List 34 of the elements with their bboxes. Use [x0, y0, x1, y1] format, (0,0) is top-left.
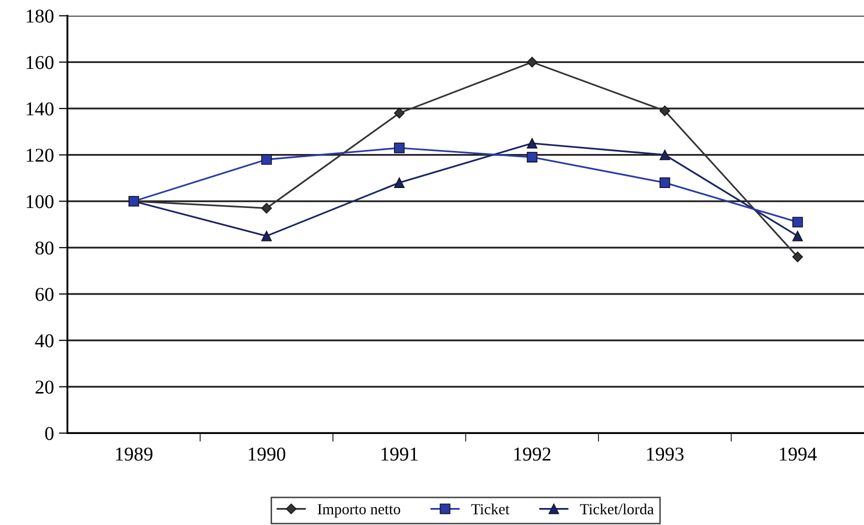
x-tick-label: 1989 [116, 448, 152, 461]
y-tick-label: 80 [35, 241, 54, 255]
y-tick-label: 40 [35, 334, 54, 348]
point [394, 142, 405, 154]
y-tick-label: 160 [26, 56, 54, 70]
point [792, 252, 803, 262]
x-tick-label: 1994 [780, 448, 817, 461]
y-tick-label: 0 [45, 426, 54, 440]
point [261, 154, 272, 165]
point [526, 138, 538, 149]
point [792, 230, 803, 242]
y-tick-label: 120 [26, 148, 54, 162]
x-tick-label: 1990 [248, 448, 286, 461]
legend-label: Importo netto [318, 504, 400, 518]
point [660, 105, 670, 116]
point [261, 230, 272, 242]
x-tick-label: 1991 [382, 448, 418, 461]
y-tick-label: 140 [26, 102, 54, 116]
point [526, 152, 538, 162]
point [261, 202, 272, 214]
y-tick-label: 60 [36, 288, 54, 301]
x-tick-label: 1992 [514, 448, 550, 461]
y-tick-label: 100 [26, 195, 54, 208]
y-tick-label: 180 [26, 10, 54, 23]
point [526, 56, 538, 68]
y-tick-label: 20 [36, 380, 54, 394]
point [394, 108, 405, 118]
legend-label: Ticket/lorda [580, 504, 654, 514]
x-tick-label: 1993 [647, 448, 684, 461]
point [660, 150, 670, 160]
point [394, 177, 405, 188]
point [792, 216, 803, 228]
point [660, 177, 670, 188]
legend-label: Ticket [471, 504, 510, 514]
